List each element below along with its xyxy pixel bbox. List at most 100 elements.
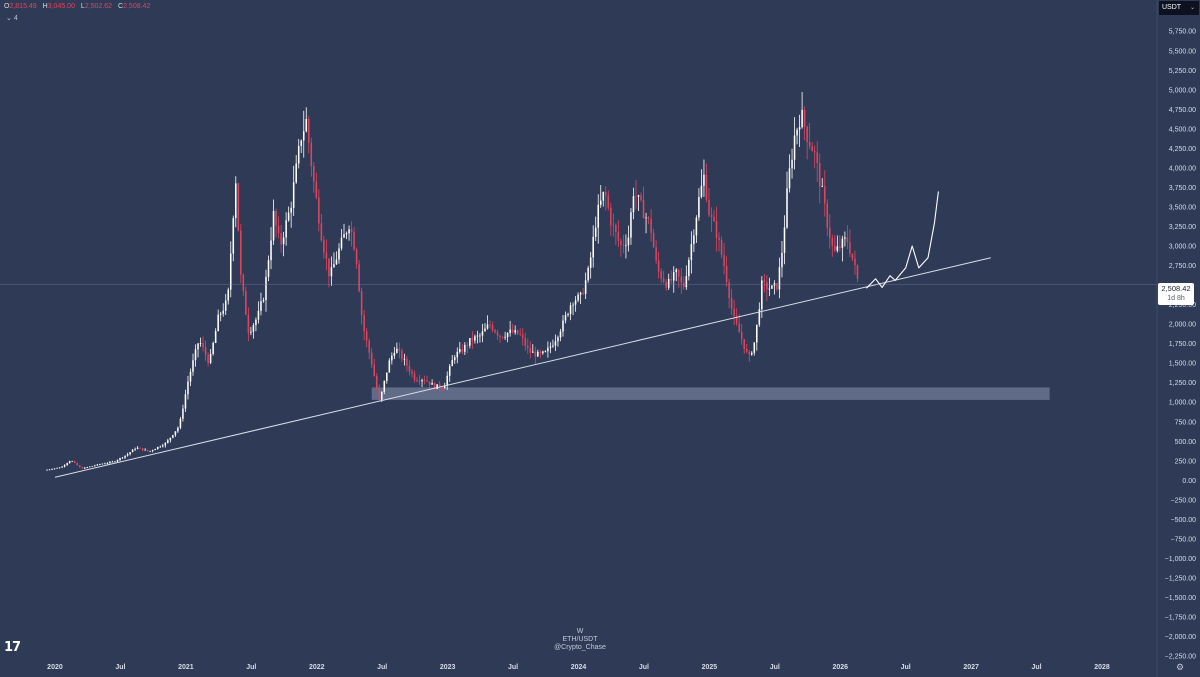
candle-body-87: [265, 276, 267, 300]
candle-body-261: [703, 174, 705, 186]
x-tick-label-1: Jul: [115, 664, 125, 671]
candle-body-44: [156, 446, 159, 449]
candle-body-8: [66, 463, 68, 466]
candle-body-23: [104, 463, 106, 465]
candle-body-173: [481, 331, 484, 336]
candle-body-154: [433, 383, 436, 389]
candle-body-127: [365, 331, 368, 341]
y-tick-label-9: 3,750.00: [1169, 185, 1196, 192]
candle-body-35: [134, 448, 136, 450]
candle-body-37: [139, 447, 141, 449]
candle-body-233: [632, 196, 635, 213]
candle-body-310: [826, 203, 829, 228]
candle-body-31: [124, 455, 126, 458]
candle-body-107: [315, 181, 318, 198]
candle-body-216: [589, 257, 592, 268]
y-tick-label-4: 5,000.00: [1169, 87, 1196, 94]
candle-body-45: [159, 446, 162, 448]
candle-body-25: [109, 461, 111, 463]
candle-body-66: [212, 342, 214, 354]
y-tick-label-8: 4,000.00: [1169, 165, 1196, 172]
candle-body-113: [330, 267, 333, 277]
candle-body-92: [277, 225, 280, 234]
candle-body-165: [461, 349, 464, 352]
y-tick-label-10: 3,500.00: [1169, 204, 1196, 211]
candle-body-137: [391, 355, 393, 361]
candle-body-181: [501, 336, 504, 338]
candle-body-50: [172, 435, 174, 438]
candle-body-3: [53, 468, 56, 470]
indicators-toggle[interactable]: ⌄ 4: [6, 14, 18, 22]
tradingview-logo[interactable]: 17: [4, 640, 21, 655]
candle-body-291: [778, 267, 781, 290]
candle-body-257: [693, 235, 695, 245]
candle-body-133: [380, 391, 383, 400]
candle-body-49: [169, 437, 172, 441]
y-tick-label-26: −750.00: [1171, 536, 1197, 543]
candle-body-18: [91, 466, 94, 467]
candle-body-51: [174, 431, 177, 436]
candle-body-80: [247, 314, 250, 333]
y-tick-label-31: −2,000.00: [1165, 634, 1196, 641]
candle-body-39: [144, 449, 146, 451]
candle-body-248: [670, 279, 673, 281]
candle-body-131: [375, 375, 378, 389]
settings-icon[interactable]: ⚙: [1176, 662, 1185, 672]
candle-body-146: [413, 373, 416, 381]
bar-countdown: 1d 8h: [1167, 295, 1185, 302]
close-label: C: [118, 3, 124, 10]
high-value: 3,045.00: [47, 3, 75, 10]
candle-body-237: [642, 199, 645, 219]
y-tick-label-23: 0.00: [1182, 478, 1196, 485]
candle-body-110: [323, 240, 325, 253]
x-tick-label-6: 2023: [440, 664, 456, 671]
y-tick-label-32: −2,250.00: [1165, 654, 1196, 661]
candle-body-109: [320, 223, 323, 241]
candle-body-226: [615, 225, 617, 233]
candle-body-103: [305, 119, 308, 132]
y-tick-label-12: 3,000.00: [1169, 244, 1196, 251]
candle-body-38: [141, 448, 144, 451]
candle-body-196: [539, 351, 542, 354]
currency-selector[interactable]: USDT ⌄: [1159, 1, 1199, 15]
candle-body-187: [516, 330, 519, 334]
candle-body-200: [549, 346, 552, 348]
support-zone: [371, 387, 1050, 400]
candle-body-190: [524, 338, 527, 346]
candle-body-212: [579, 292, 582, 295]
candle-body-253: [683, 282, 685, 288]
close-value: 2,508.42: [123, 3, 151, 10]
candle-body-234: [635, 196, 637, 197]
y-tick-label-29: −1,500.00: [1165, 595, 1196, 602]
candle-body-104: [308, 119, 310, 143]
candle-body-247: [667, 279, 670, 288]
y-tick-label-25: −500.00: [1171, 517, 1197, 524]
x-tick-label-9: Jul: [639, 664, 649, 671]
candle-body-312: [831, 238, 834, 246]
candle-body-84: [257, 310, 260, 320]
candle-body-1: [48, 469, 51, 471]
candle-body-295: [788, 168, 791, 189]
candle-body-14: [81, 467, 84, 469]
candle-body-309: [823, 186, 826, 204]
candle-body-62: [202, 342, 204, 348]
candle-body-129: [370, 352, 373, 365]
candle-body-214: [584, 280, 587, 294]
candle-body-321: [854, 258, 856, 266]
candle-body-241: [652, 233, 655, 248]
candle-body-230: [625, 245, 627, 247]
candle-body-191: [526, 345, 529, 348]
candle-body-271: [728, 282, 730, 299]
candle-body-26: [111, 461, 114, 463]
candle-body-20: [96, 464, 99, 466]
candle-body-316: [841, 238, 844, 248]
candle-body-115: [335, 259, 338, 265]
x-tick-label-10: 2025: [702, 664, 718, 671]
candle-body-279: [748, 351, 751, 355]
x-tick-label-12: 2026: [832, 664, 848, 671]
candle-body-254: [685, 276, 688, 288]
candle-body-40: [146, 449, 149, 452]
x-tick-label-8: 2024: [571, 664, 587, 671]
x-tick-label-14: 2027: [963, 664, 979, 671]
